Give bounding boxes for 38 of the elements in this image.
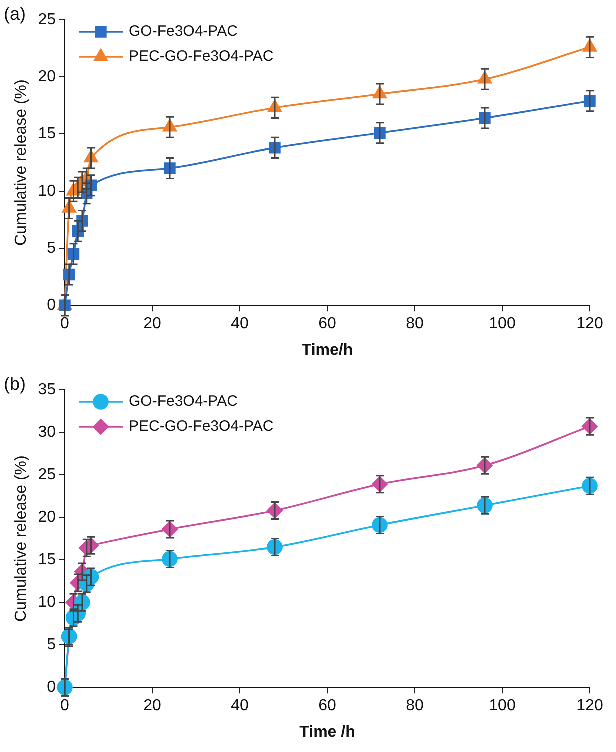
x-tick-label: 120 [576,698,604,715]
y-tick-label: 35 [38,381,56,398]
x-tick-label: 0 [60,698,70,715]
legend-label: GO-Fe3O4-PAC [128,23,238,40]
x-tick-label: 80 [406,316,424,333]
x-tick-label: 60 [318,698,336,715]
x-tick-label: 60 [318,316,336,333]
x-tick-label: 120 [576,316,604,333]
x-tick-label: 80 [406,698,424,715]
y-tick-label: 25 [38,11,56,28]
y-tick-label: 15 [38,126,56,143]
x-tick-label: 0 [60,316,70,333]
legend-label: PEC-GO-Fe3O4-PAC [128,418,274,436]
text: (a) [4,4,26,24]
x-tick-label: 40 [231,316,249,333]
y-axis-title: Cumulative release (%) [13,80,30,246]
x-tick-label: 20 [144,698,162,715]
y-tick-label: 25 [38,466,56,484]
legend-label: GO-Fe3O4-PAC [128,393,238,410]
y-tick-label: 20 [38,68,56,86]
text: (b) [4,374,26,394]
x-tick-label: 40 [231,698,249,715]
y-tick-label: 10 [38,594,56,611]
y-tick-label: 0 [47,679,56,696]
x-axis-title: Time/h [302,342,354,359]
y-tick-label: 20 [38,508,56,526]
x-tick-label: 20 [144,316,162,333]
y-tick-label: 30 [38,424,56,441]
y-axis-title: Cumulative release (%) [13,456,30,622]
y-tick-label: 5 [47,240,56,257]
x-axis-title: Time /h [300,724,356,741]
x-tick-label: 100 [489,698,516,715]
x-tick-label: 100 [489,316,516,333]
y-tick-label: 10 [38,182,56,200]
y-tick-label: 0 [47,297,56,314]
y-tick-label: 15 [38,551,56,568]
legend-label: PEC-GO-Fe3O4-PAC [128,48,274,66]
y-tick-label: 5 [47,636,56,654]
